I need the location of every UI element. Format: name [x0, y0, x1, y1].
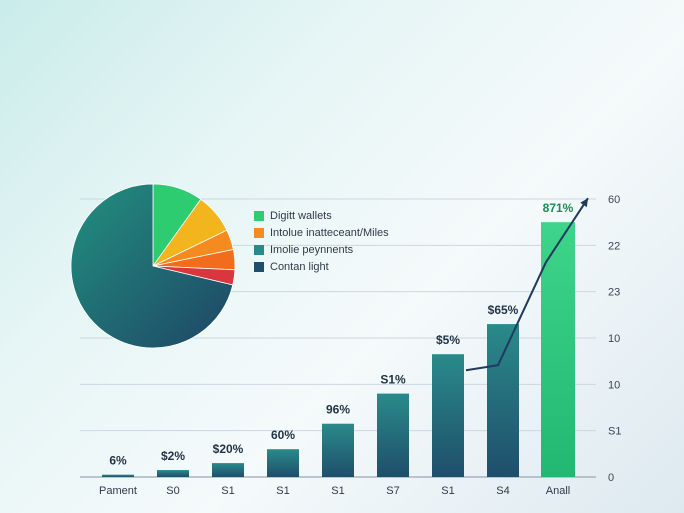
- bar: [157, 470, 189, 477]
- x-tick-label: S1: [331, 485, 344, 497]
- bar-value-label: $20%: [213, 442, 244, 456]
- bar-value-label: 871%: [543, 201, 574, 215]
- bar: [102, 474, 134, 477]
- legend-swatch: [254, 244, 264, 255]
- right-tick-label: S1: [608, 426, 621, 438]
- trend-arrow: [465, 197, 589, 372]
- legend-label: Digitt wallets: [270, 209, 332, 222]
- bar: [212, 463, 244, 477]
- right-tick-label: 60: [608, 194, 620, 206]
- bar-value-label: 96%: [326, 403, 350, 417]
- legend-item: Digitt wallets: [254, 207, 389, 224]
- bar: [377, 393, 409, 477]
- bar: [541, 222, 575, 477]
- trend-line: [465, 197, 589, 372]
- legend-swatch: [254, 227, 264, 238]
- bar-value-labels: 6% $2% $20% 60% 96% S1% $5% $65% 871%: [109, 201, 573, 468]
- right-tick-label: 0: [608, 472, 614, 484]
- bar-value-label: $2%: [161, 449, 185, 463]
- right-tick-label: 10: [608, 379, 620, 391]
- legend-item: Intolue inatteceant/Miles: [254, 224, 389, 241]
- bar: [322, 423, 354, 477]
- bar-value-label: $5%: [436, 333, 460, 347]
- legend-label: Intolue inatteceant/Miles: [270, 226, 389, 239]
- bar: [432, 354, 464, 477]
- bar-chart: [102, 222, 575, 477]
- legend-label: Contan light: [270, 260, 329, 273]
- bar-value-label: S1%: [380, 373, 406, 387]
- x-axis-tick-labels: Pament S0 S1 S1 S1 S7 S1 S4 Anall: [99, 485, 570, 497]
- right-axis-tick-labels: 0 S1 10 10 23 22 60: [608, 194, 621, 484]
- x-tick-label: Pament: [99, 485, 137, 497]
- pie-slice: [70, 183, 234, 349]
- right-tick-label: 10: [608, 333, 620, 345]
- legend-swatch: [254, 261, 264, 272]
- legend-swatch: [254, 210, 264, 221]
- right-tick-label: 23: [608, 287, 620, 299]
- pie-legend: Digitt wallets Intolue inatteceant/Miles…: [254, 207, 389, 275]
- x-tick-label: S1: [276, 485, 289, 497]
- trend-arrowhead: [580, 198, 588, 208]
- x-tick-label: S4: [496, 485, 509, 497]
- legend-label: Imolie peynnents: [270, 243, 354, 256]
- right-tick-label: 22: [608, 240, 620, 252]
- x-tick-label: Anall: [546, 485, 570, 497]
- bar-value-label: 6%: [109, 454, 127, 468]
- x-tick-label: S1: [441, 485, 454, 497]
- x-tick-label: S0: [166, 485, 179, 497]
- bar: [487, 324, 519, 477]
- legend-item: Contan light: [254, 258, 389, 275]
- bar: [267, 449, 299, 477]
- x-tick-label: S1: [221, 485, 234, 497]
- bar-value-label: 60%: [271, 428, 295, 442]
- pie-chart: [70, 183, 236, 349]
- legend-item: Imolie peynnents: [254, 241, 389, 258]
- x-tick-label: S7: [386, 485, 399, 497]
- bar-value-label: $65%: [488, 303, 519, 317]
